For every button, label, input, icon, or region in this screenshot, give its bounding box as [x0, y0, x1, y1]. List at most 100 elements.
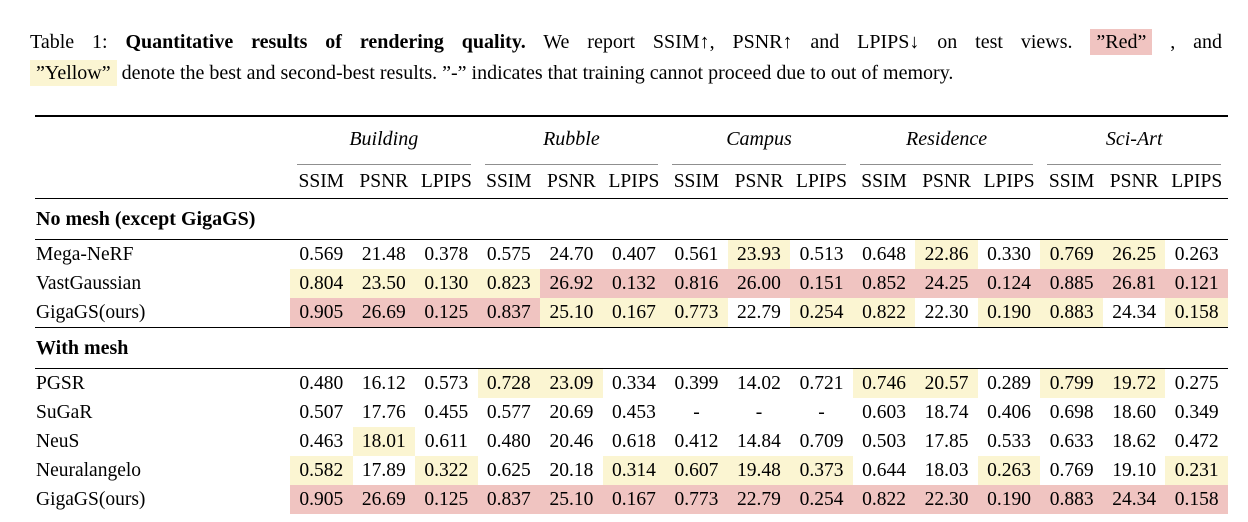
- metric-cell: 0.151: [790, 269, 853, 298]
- caption-label: Table 1:: [30, 31, 108, 53]
- metric-cell: 24.70: [549, 243, 594, 265]
- caption-title: Quantitative results of rendering qualit…: [125, 31, 526, 53]
- metric-cell: 0.573: [424, 372, 469, 394]
- scene-group-header: Campus: [665, 116, 853, 165]
- metric-cell: 25.10: [540, 485, 603, 514]
- group-underline-rule: [1047, 163, 1221, 165]
- caption-body-2: denote the best and second-best results.…: [121, 62, 954, 84]
- metric-cell: 17.85: [924, 430, 969, 452]
- metric-cell: 19.72: [1102, 368, 1166, 398]
- metric-header: SSIM: [665, 165, 728, 199]
- metric-cell: 23.09: [540, 368, 603, 398]
- metric-cell: 0.837: [477, 298, 541, 328]
- table-row: Neuralangelo 0.582 17.89 0.322 0.625 20.18 0.3…: [35, 456, 1228, 485]
- metric-cell: 0.561: [674, 243, 719, 265]
- scene-group-header: Residence: [853, 116, 1041, 165]
- metric-cell: 0.322: [415, 456, 478, 485]
- table-row: NeuS 0.463 18.01 0.611 0.480 20.46 0.618 0.412 1…: [35, 427, 1228, 456]
- metric-cell: 22.86: [915, 239, 978, 269]
- metric-cell: 23.50: [352, 269, 416, 298]
- metric-cell: 26.69: [352, 485, 416, 514]
- metric-cell: 20.57: [915, 368, 978, 398]
- metric-cell: 0.823: [477, 269, 541, 298]
- metric-header: PSNR: [1102, 165, 1166, 199]
- metric-cell: 0.480: [299, 372, 344, 394]
- method-name: GigaGS(ours): [36, 301, 146, 323]
- method-name: NeuS: [36, 430, 80, 452]
- metric-cell: 0.190: [977, 485, 1041, 514]
- metric-cell: 22.30: [915, 485, 978, 514]
- metric-cell: 20.69: [549, 401, 594, 423]
- metric-header: SSIM: [477, 165, 541, 199]
- metric-cell: 0.334: [611, 372, 656, 394]
- metric-cell: 0.125: [415, 298, 478, 328]
- metric-cell: 0.816: [665, 269, 728, 298]
- metric-header: PSNR: [915, 165, 978, 199]
- metric-cell: 0.407: [611, 243, 656, 265]
- metric-cell: 0.463: [299, 430, 344, 452]
- metric-cell: 0.709: [799, 430, 844, 452]
- yellow-legend-chip: ”Yellow”: [30, 60, 117, 86]
- group-underline-rule: [859, 163, 1034, 165]
- metric-cell: 22.30: [924, 301, 969, 323]
- metric-header: LPIPS: [790, 165, 853, 199]
- metric-cell: 0.852: [852, 269, 916, 298]
- metric-cell: 26.25: [1102, 239, 1166, 269]
- metric-cell: 18.01: [352, 427, 416, 456]
- metric-cell: 0.275: [1174, 372, 1219, 394]
- metric-header: PSNR: [540, 165, 603, 199]
- metric-header: SSIM: [290, 165, 353, 199]
- metric-cell: 0.507: [299, 401, 344, 423]
- metric-header: LPIPS: [1165, 165, 1228, 199]
- metric-cell: 0.503: [862, 430, 906, 452]
- metric-cell: 0.822: [852, 298, 916, 328]
- metric-cell: 20.46: [549, 430, 594, 452]
- table-row: Mega-NeRF 0.569 21.48 0.378 0.575 24.70 0.407 0…: [35, 239, 1228, 269]
- metric-cell: 0.721: [799, 372, 844, 394]
- metric-cell: 24.34: [1102, 485, 1166, 514]
- group-underline-rule: [484, 163, 659, 165]
- metric-cell: 0.124: [977, 269, 1041, 298]
- metric-cell: 0.644: [862, 459, 906, 481]
- metric-cell: 19.48: [727, 456, 791, 485]
- metric-cell: 0.728: [477, 368, 541, 398]
- metric-cell: -: [818, 401, 825, 423]
- table-row: VastGaussian 0.804 23.50 0.130 0.823 26.92 0.1…: [35, 269, 1228, 298]
- metric-cell: 0.698: [1049, 401, 1094, 423]
- metric-cell: 0.330: [987, 243, 1032, 265]
- metric-cell: 0.263: [977, 456, 1041, 485]
- method-name: GigaGS(ours): [36, 488, 146, 510]
- metric-cell: 0.263: [1174, 243, 1219, 265]
- metric-cell: 0.121: [1165, 269, 1228, 298]
- metric-cell: 0.453: [611, 401, 656, 423]
- method-name: SuGaR: [36, 401, 93, 423]
- scene-group-header: Sci-Art: [1040, 116, 1228, 165]
- metric-cell: 0.314: [602, 456, 666, 485]
- metric-cell: 0.577: [486, 401, 531, 423]
- section-row: No mesh (except GigaGS): [35, 198, 1228, 240]
- metric-cell: 0.412: [674, 430, 719, 452]
- metric-cell: 0.746: [852, 368, 916, 398]
- metric-cell: 0.378: [424, 243, 469, 265]
- table-row: SuGaR 0.507 17.76 0.455 0.577 20.69 0.453 - - - 0.…: [35, 398, 1228, 427]
- metric-cell: 0.455: [424, 401, 469, 423]
- metric-header: LPIPS: [977, 165, 1041, 199]
- metric-cell: 0.349: [1174, 401, 1219, 423]
- caption-line-1: Table 1: Quantitative results of renderi…: [30, 27, 1222, 58]
- red-legend-chip: ”Red”: [1090, 29, 1153, 55]
- metric-cell: 25.10: [540, 298, 603, 328]
- table-row: PGSR 0.480 16.12 0.573 0.728 23.09 0.334 0.399 1…: [35, 368, 1228, 398]
- method-name: Neuralangelo: [36, 459, 142, 481]
- metric-cell: 14.84: [737, 430, 781, 452]
- metric-cell: 0.569: [299, 243, 344, 265]
- metric-cell: 0.575: [486, 243, 531, 265]
- metric-cell: 14.02: [737, 372, 781, 394]
- metric-cell: 0.905: [290, 298, 353, 328]
- metric-cell: 0.158: [1165, 485, 1228, 514]
- metric-cell: 18.62: [1112, 430, 1157, 452]
- metric-cell: 0.158: [1165, 298, 1228, 328]
- metric-cell: 0.773: [665, 485, 728, 514]
- metric-cell: 0.167: [602, 485, 666, 514]
- metric-cell: 0.883: [1040, 298, 1103, 328]
- metric-cell: 0.633: [1049, 430, 1094, 452]
